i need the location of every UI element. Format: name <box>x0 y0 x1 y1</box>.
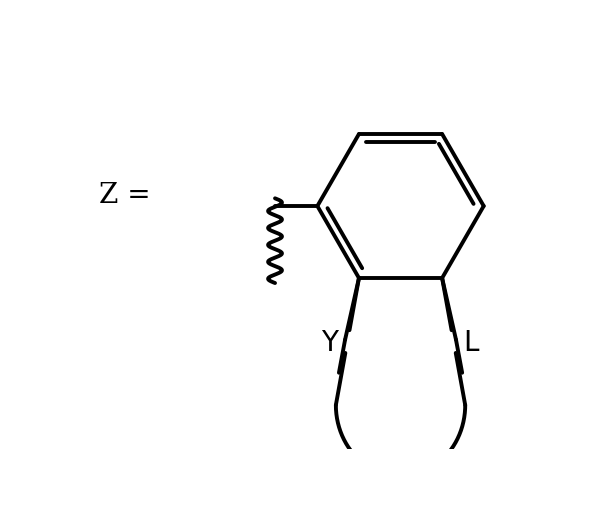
Text: L: L <box>463 328 479 356</box>
Text: Y: Y <box>321 328 338 356</box>
Text: Z =: Z = <box>99 182 150 209</box>
